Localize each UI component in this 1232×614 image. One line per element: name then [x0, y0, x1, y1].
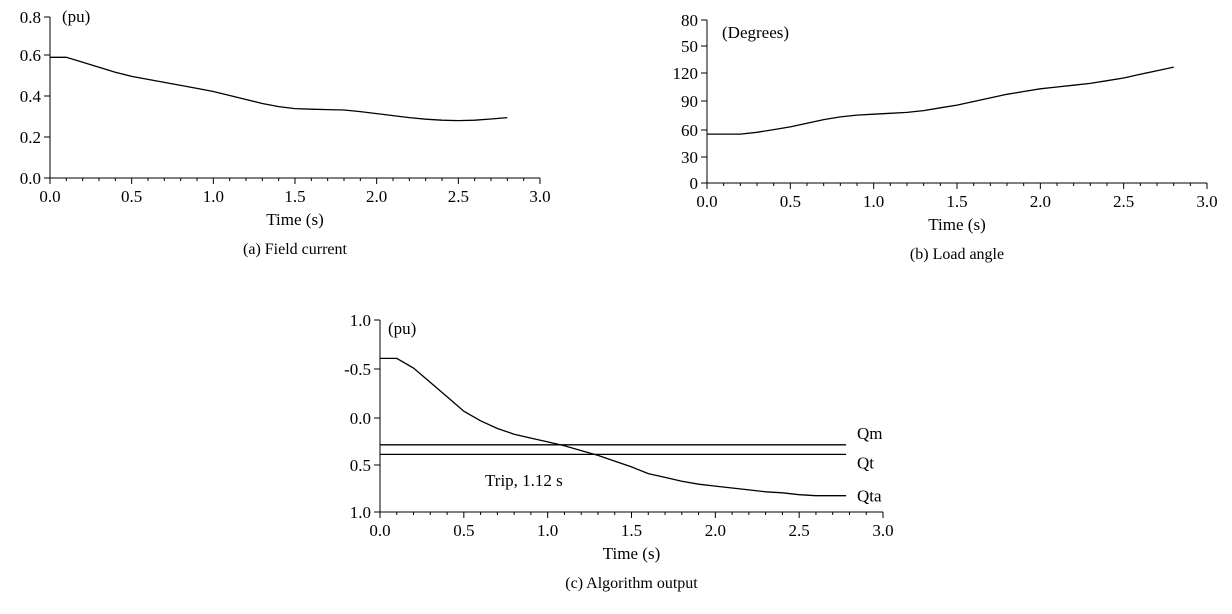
x-tick-label: 1.5 [946, 192, 967, 211]
y-tick-label: 0.5 [350, 456, 371, 475]
y-tick-label: 60 [681, 121, 698, 140]
y-tick-label: 50 [681, 37, 698, 56]
y-tick-label: 1.0 [350, 503, 371, 522]
y-tick-label: 0.0 [20, 169, 41, 188]
x-tick-label: 2.5 [448, 187, 469, 206]
series-label-qm: Qm [857, 424, 883, 443]
x-tick-label: 2.5 [1113, 192, 1134, 211]
y-tick-label: 0 [690, 174, 699, 193]
series-line-0 [707, 66, 1174, 135]
x-tick-label: 1.0 [863, 192, 884, 211]
y-tick-label: 0.8 [20, 8, 41, 27]
y-tick-label: 1.0 [350, 311, 371, 330]
chart-caption: (b) Load angle [910, 246, 1004, 263]
series-line-qta [380, 357, 847, 497]
chart-1: 0.0 0.5 1.0 1.5 2.0 2.5 3.0 0 30 60 90 120 50 80 (Degr… [673, 11, 1218, 263]
series-label-qta: Qta [857, 487, 882, 506]
x-tick-label: 2.0 [1030, 192, 1051, 211]
unit-label: (Degrees) [722, 23, 789, 42]
x-tick-label: 2.0 [705, 521, 726, 540]
unit-label: (pu) [388, 319, 416, 338]
x-tick-label: 1.5 [284, 187, 305, 206]
y-tick-label: 90 [681, 92, 698, 111]
x-tick-label: 0.0 [696, 192, 717, 211]
x-tick-label: 3.0 [1196, 192, 1217, 211]
chart-0: 0.0 0.5 1.0 1.5 2.0 2.5 3.0 0.0 0.2 0.4 0.6 0.8 (pu)… [20, 7, 551, 258]
x-tick-label: 2.5 [789, 521, 810, 540]
x-axis-title: Time (s) [603, 544, 660, 563]
x-tick-label: 0.5 [121, 187, 142, 206]
y-tick-label: 0.0 [350, 409, 371, 428]
x-tick-label: 1.0 [203, 187, 224, 206]
y-tick-label: 30 [681, 148, 698, 167]
x-tick-label: 1.5 [621, 521, 642, 540]
x-tick-label: 0.0 [369, 521, 390, 540]
x-tick-label: 0.5 [780, 192, 801, 211]
y-tick-label: 0.2 [20, 128, 41, 147]
x-axis-title: Time (s) [266, 210, 323, 229]
x-tick-label: 2.0 [366, 187, 387, 206]
x-tick-label: 3.0 [529, 187, 550, 206]
x-tick-label: 0.0 [39, 187, 60, 206]
chart-caption: (c) Algorithm output [565, 575, 698, 592]
y-tick-label: 0.6 [20, 46, 41, 65]
x-axis-title: Time (s) [928, 215, 985, 234]
unit-label: (pu) [62, 7, 90, 26]
series-line-0 [50, 56, 508, 122]
trip-annotation: Trip, 1.12 s [485, 471, 563, 490]
y-tick-label: -0.5 [344, 360, 371, 379]
x-tick-label: 1.0 [537, 521, 558, 540]
y-tick-label: 0.4 [20, 87, 42, 106]
chart-caption: (a) Field current [243, 241, 348, 258]
series-label-qt: Qt [857, 453, 874, 472]
x-tick-label: 0.5 [453, 521, 474, 540]
y-tick-label: 120 [673, 64, 699, 83]
y-tick-label: 80 [681, 11, 698, 30]
x-tick-label: 3.0 [872, 521, 893, 540]
chart-2: 0.0 0.5 1.0 1.5 2.0 2.5 3.0 1.0 0.5 0.0 -0.5 1.0 (pu… [344, 311, 894, 592]
